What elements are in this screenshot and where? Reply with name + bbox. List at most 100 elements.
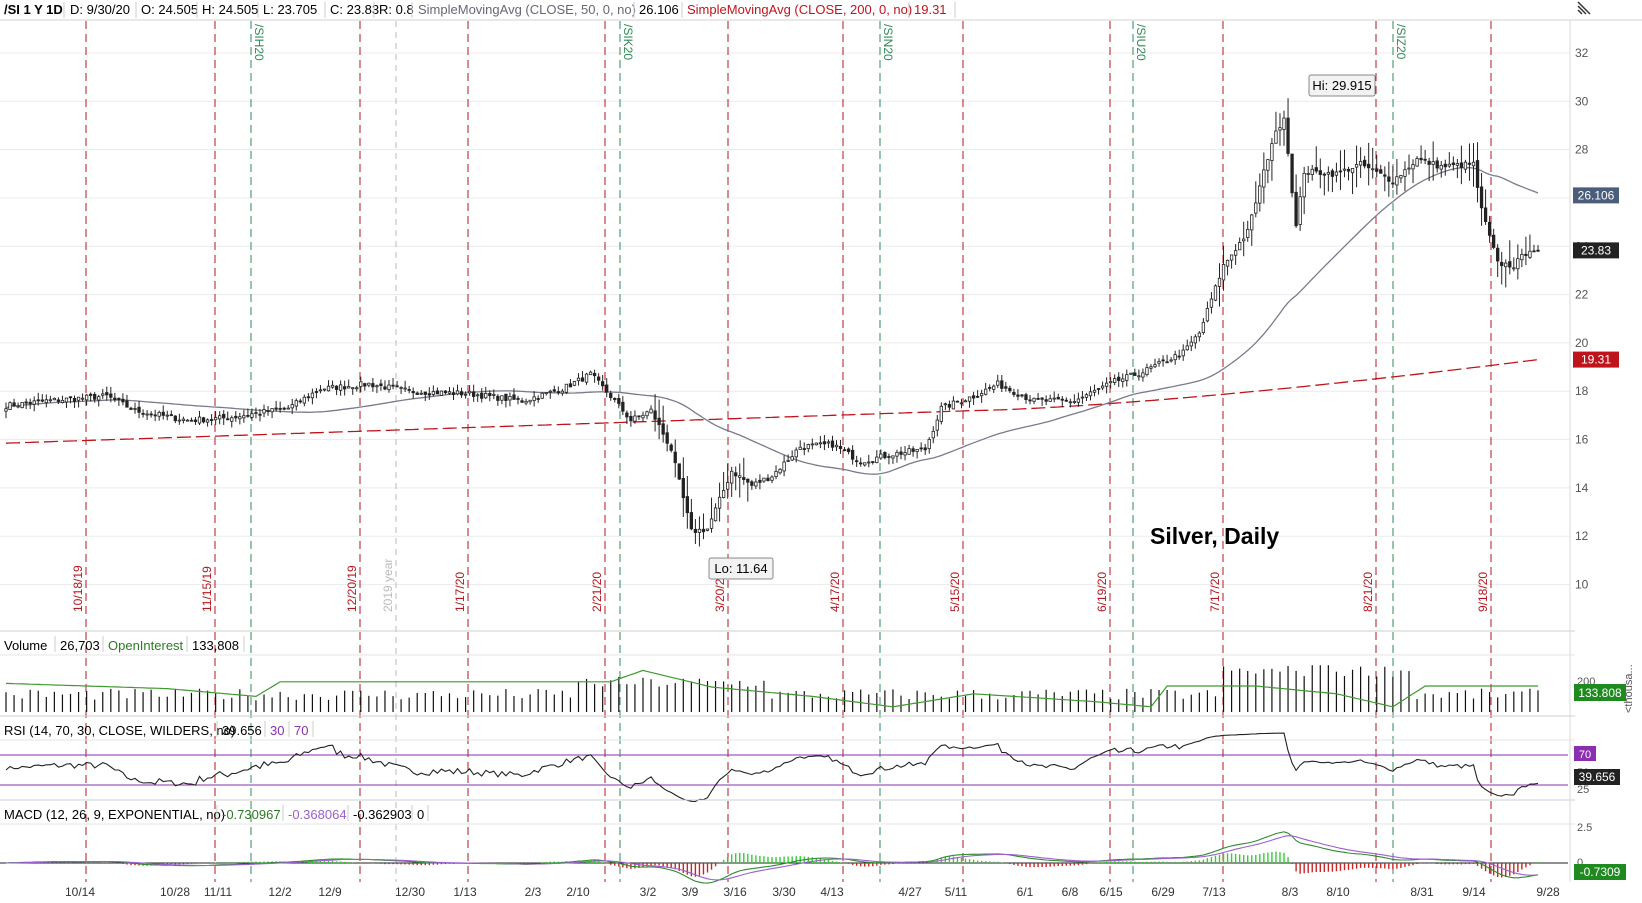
candle-body bbox=[455, 390, 460, 395]
candle-body bbox=[1520, 253, 1524, 261]
price-tick-label: 18 bbox=[1575, 384, 1589, 398]
candle-body bbox=[266, 410, 270, 413]
candle-body bbox=[887, 456, 891, 458]
candle-body bbox=[383, 386, 387, 390]
candle-body bbox=[262, 409, 266, 414]
candle-body bbox=[673, 451, 677, 464]
candle-body bbox=[850, 449, 855, 460]
open-interest-path bbox=[5, 669, 1538, 708]
date-label: D: 9/30/20 bbox=[70, 2, 130, 17]
candle-body bbox=[1242, 238, 1246, 242]
candle-body bbox=[371, 383, 375, 388]
time-tick-label: 1/13 bbox=[453, 885, 477, 899]
candle-body bbox=[1419, 157, 1423, 161]
candle-body bbox=[1500, 261, 1504, 267]
candle-body bbox=[467, 390, 472, 394]
candle-body bbox=[1403, 169, 1407, 177]
earnings-date-label: 8/21/20 bbox=[1361, 572, 1375, 612]
candle-body bbox=[1032, 397, 1036, 402]
macd-badge: -0.7309 bbox=[1580, 865, 1621, 879]
year-label: 2019 year bbox=[381, 559, 395, 612]
chart-header: /SI 1 Y 1D D: 9/30/20 O: 24.505 H: 24.50… bbox=[0, 2, 1642, 21]
rsi-panel: RSI (14, 70, 30, CLOSE, WILDERS, no) 39.… bbox=[0, 715, 1620, 803]
candle-body bbox=[1104, 382, 1109, 387]
candle-body bbox=[1262, 169, 1266, 188]
time-tick-label: 11/11 bbox=[204, 885, 233, 899]
candle-body bbox=[883, 452, 887, 459]
candle-body bbox=[1266, 159, 1270, 171]
candle-body bbox=[145, 413, 149, 416]
time-tick-label: 12/9 bbox=[318, 885, 342, 899]
lo-annotation: Lo: 11.64 bbox=[708, 557, 774, 580]
candle-body bbox=[351, 387, 355, 390]
price-tick-label: 16 bbox=[1575, 433, 1589, 447]
candle-body bbox=[540, 392, 544, 399]
candle-body bbox=[1024, 394, 1028, 401]
candle-body bbox=[863, 462, 867, 466]
candle-body bbox=[1346, 168, 1351, 172]
candle-body bbox=[1020, 394, 1024, 397]
sma200-study-label[interactable]: SimpleMovingAvg (CLOSE, 200, 0, no) bbox=[687, 2, 912, 17]
candle-body bbox=[222, 413, 226, 419]
candle-body bbox=[1044, 399, 1048, 402]
candle-body bbox=[1258, 185, 1262, 204]
expiration-label: /SIK20 bbox=[621, 24, 635, 60]
candle-body bbox=[1475, 160, 1480, 188]
candle-body bbox=[1052, 397, 1056, 400]
candle-body bbox=[959, 402, 964, 405]
candle-body bbox=[508, 395, 512, 401]
candle-body bbox=[1427, 160, 1431, 165]
candle-body bbox=[1113, 378, 1117, 383]
candle-body bbox=[1096, 388, 1101, 390]
candle-body bbox=[742, 477, 746, 480]
sma50-study-label[interactable]: SimpleMovingAvg (CLOSE, 50, 0, no) bbox=[418, 2, 636, 17]
candle-body bbox=[596, 376, 601, 381]
candle-body bbox=[580, 377, 585, 382]
candle-body bbox=[12, 402, 16, 407]
candle-body bbox=[399, 387, 403, 389]
candle-body bbox=[971, 395, 976, 399]
candle-body bbox=[834, 444, 839, 448]
chart-title: Silver, Daily bbox=[1150, 523, 1279, 549]
candle-body bbox=[1117, 376, 1121, 381]
candle-body bbox=[379, 383, 383, 386]
candle-body bbox=[939, 405, 943, 422]
candle-body bbox=[1161, 359, 1165, 362]
symbol-label[interactable]: /SI 1 Y 1D bbox=[4, 2, 63, 17]
candle-body bbox=[645, 411, 649, 417]
candle-body bbox=[842, 449, 847, 452]
candle-body bbox=[734, 472, 738, 477]
price-tick-label: 20 bbox=[1575, 336, 1589, 350]
candle-body bbox=[1508, 261, 1512, 268]
candle-body bbox=[1322, 173, 1326, 176]
candle-body bbox=[1246, 228, 1250, 238]
candle-body bbox=[1100, 385, 1105, 389]
candle-body bbox=[947, 404, 952, 408]
price-tick-label: 12 bbox=[1575, 529, 1589, 543]
candle-body bbox=[334, 385, 339, 390]
sma50-value: 26.106 bbox=[639, 2, 679, 17]
candle-body bbox=[149, 413, 153, 416]
candle-body bbox=[322, 388, 327, 391]
candle-body bbox=[810, 443, 814, 446]
candle-body bbox=[80, 397, 85, 400]
candle-body bbox=[64, 397, 69, 403]
sma200-path bbox=[5, 358, 1539, 444]
candle-body bbox=[532, 396, 536, 401]
candle-body bbox=[4, 408, 8, 412]
collapse-panel-icon[interactable] bbox=[1577, 1, 1591, 15]
candle-body bbox=[197, 416, 202, 424]
candle-body bbox=[1238, 242, 1242, 251]
candle-body bbox=[16, 405, 20, 408]
candle-body bbox=[879, 453, 883, 459]
candle-body bbox=[1048, 398, 1052, 402]
candle-body bbox=[935, 419, 939, 431]
earnings-date-label: 4/17/20 bbox=[828, 572, 842, 612]
candle-body bbox=[677, 463, 681, 480]
candle-body bbox=[1330, 170, 1335, 177]
candle-body bbox=[1000, 380, 1004, 389]
candle-body bbox=[1233, 250, 1238, 256]
candle-body bbox=[721, 489, 726, 498]
candle-body bbox=[520, 400, 524, 403]
